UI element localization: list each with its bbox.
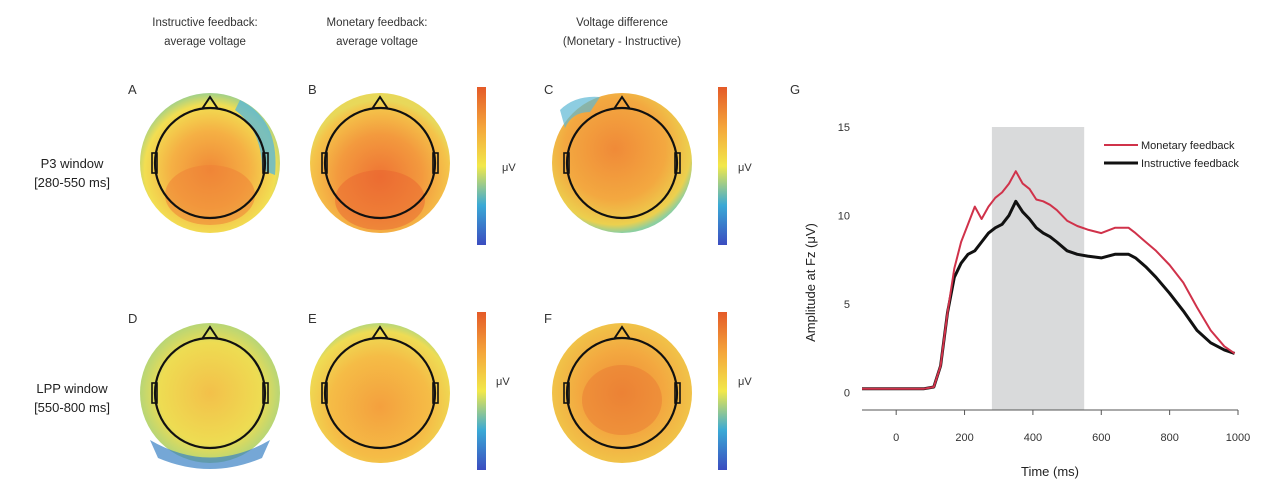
topomap-c	[552, 93, 692, 233]
colorbar-unit-label: μV	[738, 376, 752, 388]
x-axis-label: Time (ms)	[1021, 464, 1079, 479]
topomap-f	[552, 323, 692, 463]
y-tick-label: 0	[844, 387, 850, 399]
panel-letter-d: D	[128, 311, 137, 326]
colorbar-unit-label: μV	[738, 162, 752, 174]
line-chart: 0 200 400 600 800 1000 0 5 10 15 Time (ms) Ampli…	[803, 122, 1250, 479]
x-tick-label: 1000	[1226, 432, 1250, 444]
topomap-a	[140, 93, 280, 233]
colorbar-lpp-difference: μV	[718, 312, 752, 470]
series-line-monetary	[862, 170, 1236, 390]
panel-letter-g: G	[790, 82, 800, 97]
legend: Monetary feedback Instructive feedback	[1104, 140, 1239, 170]
panel-letter-c: C	[544, 82, 553, 97]
x-tick-label: 400	[1024, 432, 1042, 444]
row-label-lpp-line1: LPP window	[36, 381, 108, 396]
colorbar-lpp-monetary: μV	[477, 312, 510, 470]
header-instructive-line1: Instructive feedback:	[152, 17, 257, 29]
topomap-d	[140, 323, 280, 469]
colorbar-p3-monetary: μV	[477, 87, 516, 245]
row-label-p3-line1: P3 window	[41, 156, 104, 171]
colorbar-p3-difference: μV	[718, 87, 752, 245]
row-label-lpp-line2: [550-800 ms]	[34, 400, 110, 415]
topomap-e	[310, 323, 450, 463]
series-lines	[862, 170, 1236, 391]
y-ticks: 0 5 10 15	[838, 122, 850, 399]
y-tick-label: 15	[838, 122, 850, 134]
x-tick-label: 600	[1092, 432, 1110, 444]
row-labels: P3 window [280-550 ms] LPP window [550-8…	[34, 156, 110, 415]
header-monetary-line1: Monetary feedback:	[326, 17, 427, 29]
x-tick-label: 0	[893, 432, 899, 444]
x-tick-label: 200	[955, 432, 973, 444]
x-ticks: 0 200 400 600 800 1000	[893, 410, 1250, 444]
panel-letter-e: E	[308, 311, 317, 326]
column-headers: Instructive feedback: average voltage Mo…	[152, 17, 681, 48]
panel-letter-f: F	[544, 311, 552, 326]
y-tick-label: 5	[844, 299, 850, 311]
colorbar-unit-label: μV	[502, 162, 516, 174]
panel-letter-b: B	[308, 82, 317, 97]
legend-label: Monetary feedback	[1141, 140, 1235, 152]
colorbar-unit-label: μV	[496, 376, 510, 388]
panel-letter-a: A	[128, 82, 137, 97]
y-tick-label: 10	[838, 210, 850, 222]
header-difference-line2: (Monetary - Instructive)	[563, 36, 681, 48]
header-monetary-line2: average voltage	[336, 36, 418, 48]
legend-label: Instructive feedback	[1141, 158, 1239, 170]
panel-letters: A B C D E F G	[128, 82, 800, 326]
row-label-p3-line2: [280-550 ms]	[34, 175, 110, 190]
p3-window-shading	[991, 127, 1085, 410]
header-difference-line1: Voltage difference	[576, 17, 668, 29]
y-axis-label: Amplitude at Fz (μV)	[803, 223, 818, 342]
x-tick-label: 800	[1160, 432, 1178, 444]
topomap-b	[310, 93, 450, 233]
header-instructive-line2: average voltage	[164, 36, 246, 48]
